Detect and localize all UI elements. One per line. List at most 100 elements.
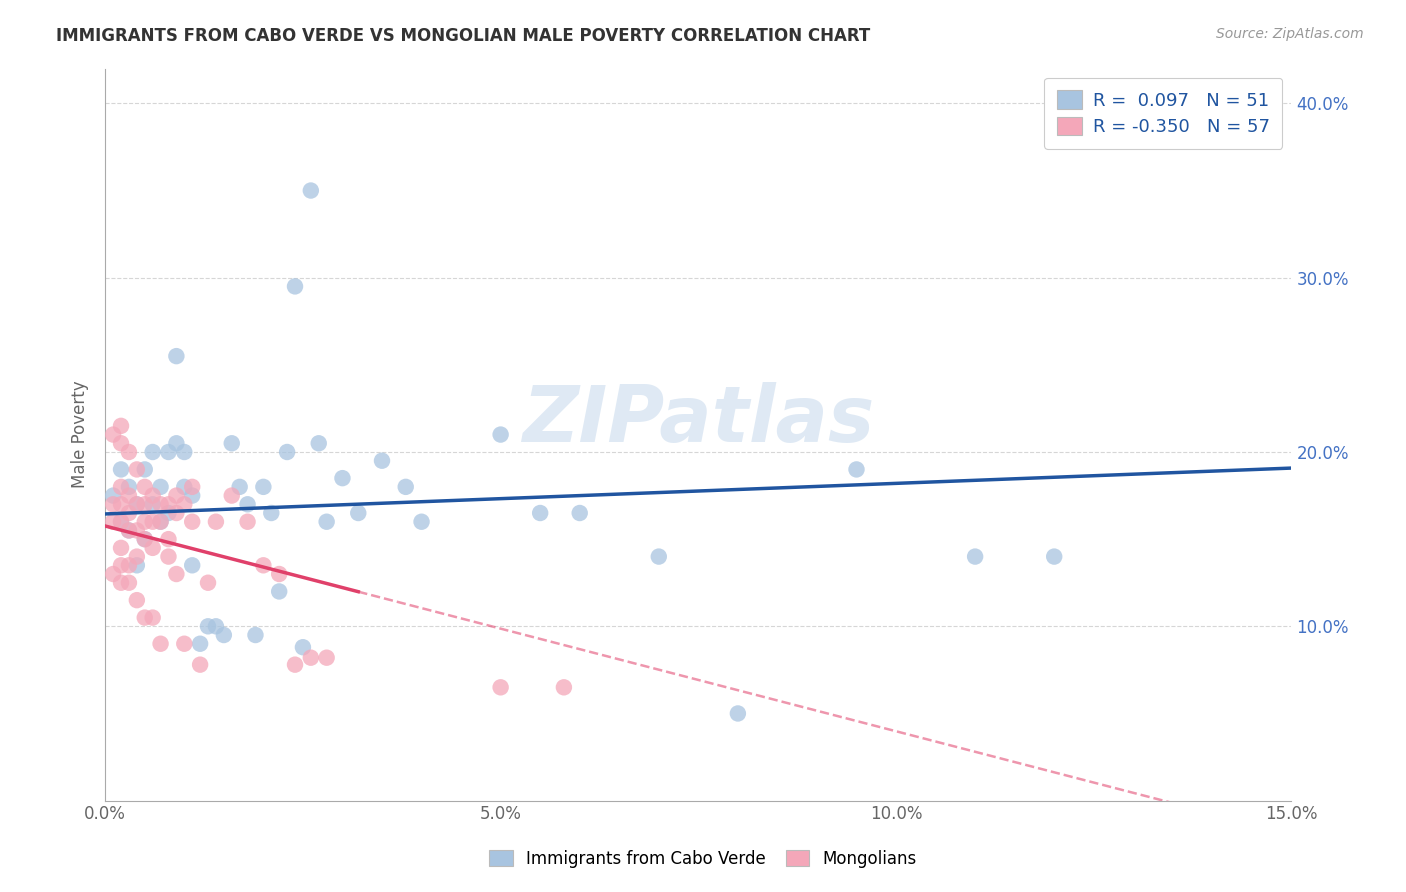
Point	[125, 593, 148, 607]
Point	[188, 637, 211, 651]
Point	[110, 558, 132, 573]
Point	[347, 506, 370, 520]
Point	[236, 497, 259, 511]
Point	[125, 524, 148, 538]
Point	[315, 650, 337, 665]
Point	[142, 610, 165, 624]
Point	[101, 567, 124, 582]
Point	[118, 445, 141, 459]
Point	[125, 549, 148, 564]
Point	[165, 349, 187, 363]
Point	[110, 418, 132, 433]
Point	[142, 445, 165, 459]
Point	[165, 506, 187, 520]
Point	[291, 640, 314, 655]
Point	[142, 515, 165, 529]
Point	[568, 506, 591, 520]
Point	[142, 489, 165, 503]
Point	[142, 497, 165, 511]
Point	[371, 453, 394, 467]
Point	[134, 610, 156, 624]
Point	[125, 497, 148, 511]
Point	[157, 549, 180, 564]
Point	[221, 436, 243, 450]
Point	[101, 427, 124, 442]
Point	[181, 558, 204, 573]
Point	[125, 497, 148, 511]
Point	[173, 445, 195, 459]
Point	[276, 445, 298, 459]
Point	[205, 515, 228, 529]
Point	[269, 567, 291, 582]
Point	[173, 480, 195, 494]
Point	[181, 515, 204, 529]
Point	[101, 489, 124, 503]
Point	[332, 471, 354, 485]
Point	[157, 506, 180, 520]
Point	[110, 462, 132, 476]
Point	[134, 497, 156, 511]
Point	[245, 628, 267, 642]
Point	[252, 558, 274, 573]
Point	[212, 628, 235, 642]
Point	[299, 184, 322, 198]
Point	[284, 279, 307, 293]
Point	[149, 497, 172, 511]
Point	[118, 489, 141, 503]
Point	[395, 480, 418, 494]
Point	[110, 497, 132, 511]
Point	[489, 681, 512, 695]
Point	[157, 497, 180, 511]
Point	[157, 445, 180, 459]
Point	[118, 558, 141, 573]
Point	[181, 480, 204, 494]
Point	[299, 650, 322, 665]
Point	[134, 532, 156, 546]
Point	[118, 524, 141, 538]
Point	[411, 515, 433, 529]
Point	[221, 489, 243, 503]
Point	[173, 497, 195, 511]
Point	[252, 480, 274, 494]
Point	[110, 575, 132, 590]
Point	[1043, 549, 1066, 564]
Point	[553, 681, 575, 695]
Point	[236, 515, 259, 529]
Point	[165, 489, 187, 503]
Point	[205, 619, 228, 633]
Point	[165, 567, 187, 582]
Legend: R =  0.097   N = 51, R = -0.350   N = 57: R = 0.097 N = 51, R = -0.350 N = 57	[1045, 78, 1282, 149]
Text: ZIPatlas: ZIPatlas	[522, 382, 875, 458]
Point	[118, 480, 141, 494]
Point	[149, 515, 172, 529]
Point	[315, 515, 337, 529]
Point	[181, 489, 204, 503]
Y-axis label: Male Poverty: Male Poverty	[72, 381, 89, 489]
Point	[197, 575, 219, 590]
Point	[142, 541, 165, 555]
Point	[149, 480, 172, 494]
Point	[965, 549, 987, 564]
Point	[110, 515, 132, 529]
Point	[101, 497, 124, 511]
Point	[125, 558, 148, 573]
Point	[269, 584, 291, 599]
Point	[118, 575, 141, 590]
Point	[197, 619, 219, 633]
Point	[165, 436, 187, 450]
Point	[648, 549, 671, 564]
Point	[118, 524, 141, 538]
Point	[110, 436, 132, 450]
Point	[101, 515, 124, 529]
Point	[149, 515, 172, 529]
Point	[110, 541, 132, 555]
Point	[308, 436, 330, 450]
Point	[149, 637, 172, 651]
Point	[134, 462, 156, 476]
Point	[134, 515, 156, 529]
Point	[228, 480, 250, 494]
Point	[188, 657, 211, 672]
Text: Source: ZipAtlas.com: Source: ZipAtlas.com	[1216, 27, 1364, 41]
Point	[529, 506, 551, 520]
Point	[134, 480, 156, 494]
